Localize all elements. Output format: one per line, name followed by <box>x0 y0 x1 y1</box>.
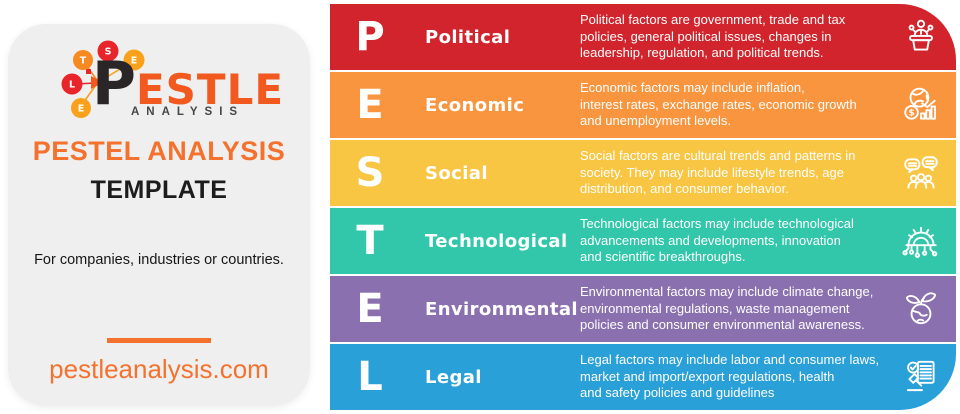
row-letter: S <box>355 150 385 196</box>
svg-text:E: E <box>131 56 138 67</box>
pestel-rows: P Political Political factors are govern… <box>330 4 956 410</box>
circuit-gear-icon <box>902 226 938 258</box>
legal-gavel-icon <box>906 360 935 392</box>
logo-square-yellow <box>101 94 107 100</box>
accent-divider <box>107 338 211 343</box>
logo-letter-p: P <box>92 49 136 119</box>
row-letter: T <box>356 218 384 264</box>
logo-network-graphic: T S E L E <box>61 40 145 118</box>
logo-word-estle: ESTLE <box>135 65 285 114</box>
website-link[interactable]: pestleanalysis.com <box>49 354 269 384</box>
row-label: Environmental <box>425 298 578 320</box>
logo-subword-analysis: ANALYSIS <box>131 106 245 118</box>
logo-wordmark: P ESTLE <box>92 54 284 114</box>
people-chat-icon <box>904 156 938 189</box>
row-label: Social <box>425 162 488 184</box>
svg-text:S: S <box>105 47 112 58</box>
logo-node-e2: E <box>71 98 91 118</box>
panel-titles: PESTEL ANALYSIS TEMPLATE <box>8 136 310 205</box>
svg-text:T: T <box>80 56 87 67</box>
row-description: Technological factors may include techno… <box>580 215 854 265</box>
page-subtitle-template: TEMPLATE <box>90 176 228 204</box>
logo-triangle <box>91 76 103 89</box>
row-letter: L <box>357 354 383 400</box>
row-description: Legal factors may include labor and cons… <box>580 351 880 401</box>
page-title: PESTEL ANALYSIS <box>32 136 286 166</box>
logo-square-red <box>86 69 91 74</box>
logo-node-l: L <box>61 73 83 95</box>
logo-node-s: S <box>97 40 119 62</box>
row-environmental: E Environmental Environmental factors ma… <box>330 276 956 342</box>
row-letter: E <box>356 82 384 128</box>
tagline: For companies, industries or countries. <box>34 252 284 268</box>
row-description: Political factors are government, trade … <box>580 11 846 61</box>
row-description: Economic factors may include inflation, … <box>580 79 857 129</box>
svg-text:$: $ <box>908 109 914 119</box>
row-label: Legal <box>425 366 482 388</box>
info-panel: T S E L E P ESTLE ANALYSIS PESTEL ANALYSI… <box>8 24 310 406</box>
svg-text:E: E <box>78 104 85 115</box>
logo-node-t: T <box>73 50 93 70</box>
row-economic: E Economic Economic factors may include … <box>330 72 956 138</box>
economy-chart-icon: $ <box>904 87 937 120</box>
row-letter: P <box>355 14 385 60</box>
row-label: Technological <box>425 230 568 252</box>
podium-speaker-icon <box>908 19 934 51</box>
row-label: Political <box>425 26 511 48</box>
row-technological: T Technological Technological factors ma… <box>330 208 956 274</box>
svg-text:L: L <box>69 80 75 91</box>
row-description: Environmental factors may include climat… <box>580 283 874 333</box>
row-label: Economic <box>425 94 525 116</box>
row-social: S Social Social factors are cultural tre… <box>330 140 956 206</box>
row-political: P Political Political factors are govern… <box>330 4 956 70</box>
logo-node-e1: E <box>123 49 145 71</box>
row-description: Social factors are cultural trends and p… <box>580 147 856 197</box>
row-letter: E <box>356 286 384 332</box>
eco-globe-icon <box>905 292 937 325</box>
row-legal: L Legal Legal factors may include labor … <box>330 344 956 410</box>
